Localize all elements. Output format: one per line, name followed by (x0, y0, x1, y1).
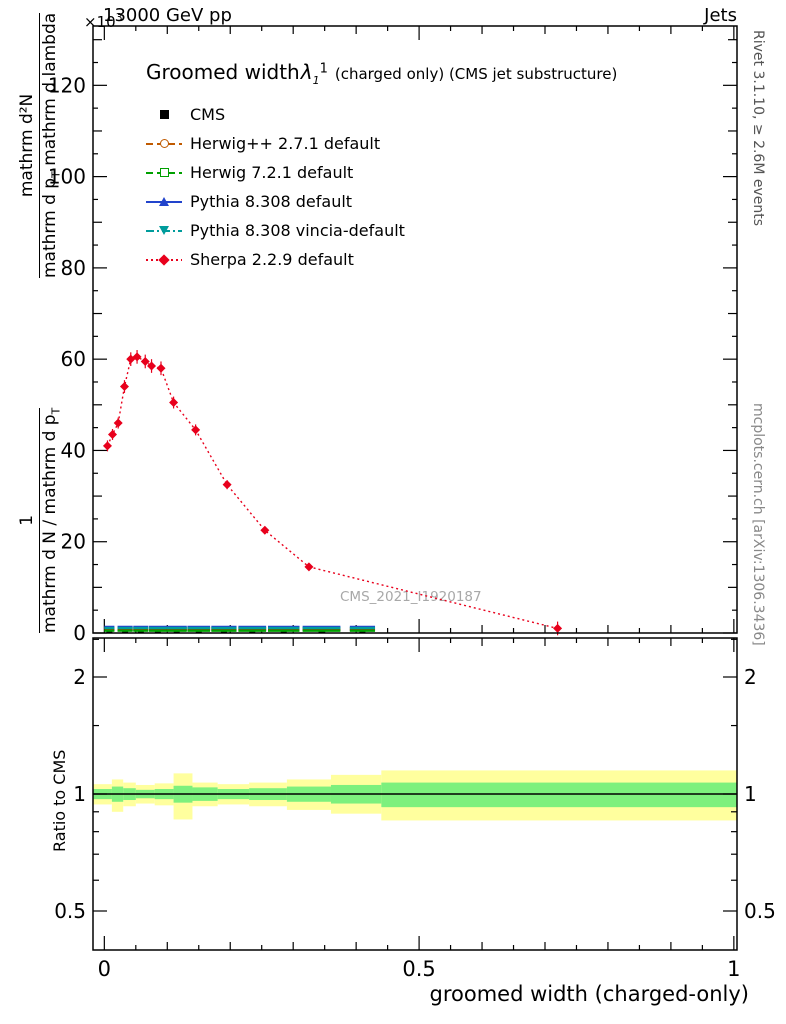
y-axis-label-lower: 1 mathrm d N / mathrm d pT (17, 407, 63, 633)
x-tick-label: 0.5 (402, 957, 435, 981)
header-beam-energy: 13000 GeV pp (103, 5, 232, 26)
x-axis-title: groomed width (charged-only) (429, 982, 749, 1006)
rivet-version-note: Rivet 3.1.10, ≥ 2.6M events (750, 30, 766, 227)
y-axis-label-upper-numerator: mathrm d²N (17, 93, 37, 198)
main-y-tick-label: 40 (61, 438, 86, 462)
main-y-tick-label: 100 (48, 165, 86, 189)
plot-title-symbol: λ1 (300, 60, 320, 87)
y-axis-exponent-power: 3 (115, 11, 123, 24)
main-y-tick-label: 80 (61, 256, 86, 280)
legend-item: Herwig 7.2.1 default (146, 158, 405, 187)
square-filled-icon (159, 110, 169, 119)
sherpa-series (102, 350, 563, 636)
legend-item-label: Herwig++ 2.7.1 default (190, 134, 381, 153)
plot-title-text: Groomed width (146, 60, 300, 84)
y-axis-exponent: ×103 (84, 11, 123, 31)
legend-marker (146, 193, 182, 211)
ratio-y-tick-label-right: 0.5 (744, 899, 776, 923)
ratio-plot-frame (92, 637, 738, 951)
ratio-y-tick-label: 0.5 (54, 899, 86, 923)
legend-marker (146, 222, 182, 240)
circle-open-icon (159, 139, 169, 148)
legend: CMS Herwig++ 2.7.1 default Herwig 7.2.1 de… (146, 100, 405, 274)
ratio-bands (93, 770, 737, 821)
ratio-y-tick-label: 1 (73, 782, 86, 806)
diamond-filled-icon (158, 253, 170, 266)
main-y-tick-label: 120 (48, 73, 86, 97)
y-axis-label-upper-denominator: mathrm d pT mathrm d lambda (40, 12, 63, 278)
legend-item: CMS (146, 100, 405, 129)
legend-marker (146, 135, 182, 153)
legend-item-label: Herwig 7.2.1 default (190, 163, 354, 182)
header-analysis-group: Jets (704, 5, 737, 26)
legend-marker (146, 106, 182, 124)
x-tick-label: 1 (727, 957, 740, 981)
main-y-tick-label: 60 (61, 347, 86, 371)
x-tick-label: 0 (98, 957, 111, 981)
legend-item: Herwig++ 2.7.1 default (146, 129, 405, 158)
square-open-icon (159, 168, 169, 177)
y-axis-label-upper: mathrm d²N mathrm d pT mathrm d lambda (17, 12, 63, 278)
legend-item-label: CMS (190, 105, 226, 124)
near-zero-series (104, 625, 376, 633)
main-y-tick-label: 20 (61, 530, 86, 554)
plot-title-superscript: 1 (319, 61, 328, 77)
y-axis-label-lower-denominator: mathrm d N / mathrm d pT (40, 407, 63, 633)
legend-item-label: Sherpa 2.2.9 default (190, 250, 354, 269)
legend-item-label: Pythia 8.308 default (190, 192, 353, 211)
ratio-y-tick-label: 2 (73, 665, 86, 689)
legend-item: Pythia 8.308 vincia-default (146, 216, 405, 245)
legend-marker (146, 164, 182, 182)
main-plot-frame (92, 25, 738, 634)
y-axis-label-lower-numerator: 1 (17, 514, 37, 526)
triangle-up-filled-icon (159, 197, 169, 206)
legend-marker (146, 251, 182, 269)
plot-title: Groomed widthλ11 (charged only) (CMS jet … (146, 60, 617, 87)
ratio-y-tick-label-right: 2 (744, 665, 757, 689)
y-axis-exponent-base: ×10 (84, 13, 116, 31)
ratio-axis-label: Ratio to CMS (50, 749, 69, 852)
legend-item: Pythia 8.308 default (146, 187, 405, 216)
legend-item-label: Pythia 8.308 vincia-default (190, 221, 405, 240)
main-y-tick-label: 0 (73, 621, 86, 645)
ratio-y-tick-label-right: 1 (744, 782, 757, 806)
mcplots-arxiv-note: mcplots.cern.ch [arXiv:1306.3436] (750, 403, 766, 646)
plot-title-suffix: (charged only) (CMS jet substructure) (334, 65, 618, 83)
triangle-down-filled-icon (159, 226, 169, 235)
legend-item: Sherpa 2.2.9 default (146, 245, 405, 274)
